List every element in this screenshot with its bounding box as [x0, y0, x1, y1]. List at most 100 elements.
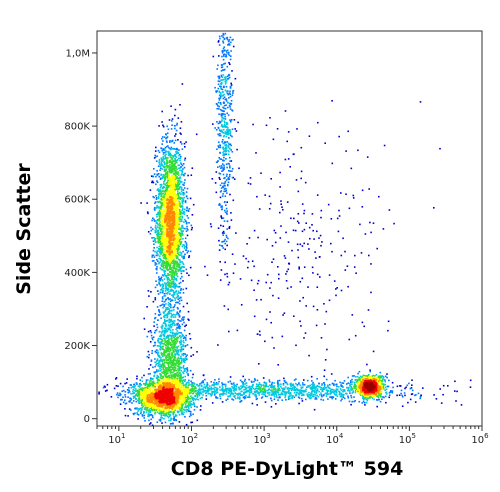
- event-dot: [447, 385, 449, 387]
- event-dot: [460, 404, 463, 406]
- event-dot: [326, 348, 328, 351]
- event-dot: [102, 386, 105, 389]
- event-dot: [168, 305, 171, 308]
- event-dot: [187, 217, 190, 219]
- event-dot: [239, 392, 241, 395]
- event-dot: [142, 387, 145, 390]
- event-dot: [342, 386, 344, 388]
- event-dot: [136, 395, 139, 397]
- event-dot: [179, 349, 181, 351]
- event-dot: [223, 135, 225, 137]
- event-dot: [224, 385, 227, 387]
- event-dot: [160, 209, 162, 212]
- event-dot: [141, 389, 143, 391]
- event-dot: [269, 386, 272, 388]
- event-dot: [168, 165, 171, 168]
- event-dot: [302, 386, 304, 388]
- event-dot: [155, 231, 158, 233]
- event-dot: [343, 397, 346, 400]
- event-dot: [173, 370, 175, 373]
- event-dot: [174, 314, 176, 316]
- event-dot: [172, 286, 175, 288]
- event-dot: [221, 52, 224, 54]
- event-dot: [213, 382, 216, 385]
- event-dot: [225, 236, 228, 238]
- event-dot: [259, 389, 262, 391]
- event-dot: [157, 253, 159, 256]
- event-dot: [353, 375, 355, 377]
- event-dot: [190, 385, 193, 387]
- event-dot: [167, 363, 170, 366]
- event-dot: [290, 384, 292, 387]
- event-dot: [164, 264, 166, 267]
- event-dot: [218, 120, 221, 123]
- event-dot: [175, 296, 178, 299]
- event-dot: [229, 170, 231, 172]
- event-dot: [156, 226, 159, 228]
- event-dot: [162, 264, 165, 267]
- event-dot: [253, 315, 256, 318]
- event-dot: [171, 148, 173, 150]
- event-dot: [228, 150, 230, 153]
- event-dot: [174, 342, 176, 345]
- event-dot: [225, 163, 228, 165]
- event-dot: [221, 129, 223, 132]
- event-dot: [166, 411, 168, 414]
- event-dot: [174, 304, 176, 306]
- event-dot: [309, 384, 311, 387]
- event-dot: [287, 387, 289, 389]
- event-dot: [177, 164, 179, 167]
- event-dot: [164, 170, 166, 173]
- event-dot: [140, 384, 143, 386]
- event-dot: [219, 91, 222, 94]
- event-dot: [239, 379, 242, 382]
- event-dot: [256, 195, 258, 198]
- event-dot: [440, 402, 443, 404]
- event-dot: [229, 108, 232, 110]
- event-dot: [158, 175, 160, 178]
- event-dot: [303, 266, 306, 268]
- event-dot: [223, 164, 225, 167]
- event-dot: [146, 409, 148, 411]
- event-dot: [161, 324, 164, 327]
- event-dot: [340, 192, 342, 194]
- event-dot: [161, 269, 163, 271]
- event-dot: [205, 398, 208, 400]
- event-dot: [272, 138, 275, 141]
- event-dot: [152, 236, 155, 239]
- event-dot: [188, 222, 190, 224]
- event-dot: [301, 230, 304, 233]
- event-dot: [249, 387, 251, 389]
- event-dot: [219, 158, 221, 160]
- event-dot: [238, 392, 240, 395]
- event-dot: [168, 379, 170, 381]
- event-dot: [180, 288, 182, 290]
- event-dot: [293, 392, 296, 394]
- event-dot: [172, 165, 174, 167]
- event-dot: [177, 368, 179, 370]
- event-dot: [172, 350, 175, 353]
- event-dot: [272, 389, 274, 392]
- event-dot: [169, 286, 172, 289]
- event-dot: [132, 400, 135, 402]
- event-dot: [281, 387, 283, 390]
- event-dot: [169, 260, 172, 263]
- event-dot: [176, 333, 179, 335]
- event-dot: [158, 331, 161, 333]
- event-dot: [171, 354, 174, 357]
- event-dot: [254, 393, 257, 396]
- event-dot: [348, 338, 351, 341]
- event-dot: [354, 400, 356, 402]
- event-dot: [184, 406, 186, 409]
- event-dot: [228, 44, 231, 46]
- event-dot: [222, 47, 225, 50]
- event-dot: [359, 393, 362, 395]
- event-dot: [396, 394, 398, 397]
- event-dot: [161, 233, 163, 235]
- event-dot: [238, 397, 241, 400]
- event-dot: [170, 283, 173, 285]
- event-dot: [300, 386, 302, 389]
- event-dot: [168, 352, 170, 355]
- event-dot: [158, 335, 161, 338]
- event-dot: [246, 390, 249, 393]
